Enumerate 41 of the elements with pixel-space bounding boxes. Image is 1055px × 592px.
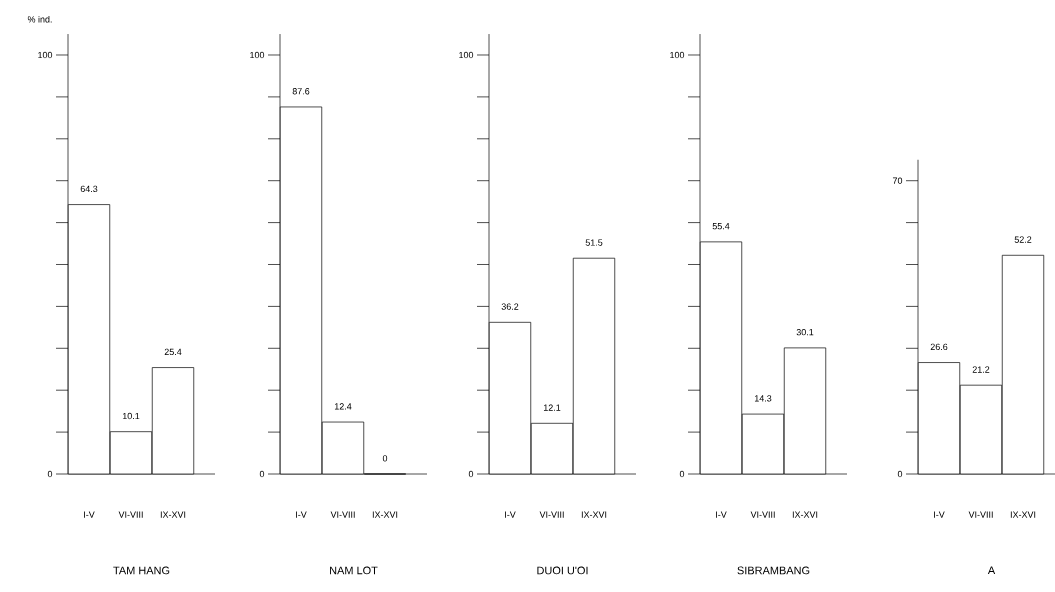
x-tick-label: VI-VIII — [118, 511, 143, 518]
x-tick-label: IX-XVI — [1010, 511, 1036, 518]
text: A — [987, 566, 996, 575]
x-tick-label: VI-VIII — [330, 511, 355, 518]
data-label: 55.4 — [712, 223, 730, 230]
data-label: 25.4 — [164, 348, 182, 356]
data-label: 21.2 — [972, 366, 990, 373]
x-tick-label: IX-XVI — [160, 511, 186, 518]
data-label: 12.1 — [543, 404, 561, 411]
x-tick-label: VI-VIII — [750, 511, 775, 518]
data-label: 51.5 — [585, 239, 603, 246]
x-tick-label: VI-VIII — [968, 511, 993, 518]
y-tick-label: 100 — [459, 51, 474, 59]
text: TAM HANG — [113, 566, 170, 575]
text: SIBRAMBANG — [737, 566, 810, 575]
x-tick-label: I-V — [505, 511, 516, 518]
x-tick-label: I-V — [296, 511, 307, 518]
data-label: 10.1 — [122, 412, 140, 420]
y-tick-label: 100 — [670, 51, 685, 59]
data-label: 52.2 — [1014, 236, 1032, 243]
text: NAM LOT — [330, 566, 378, 575]
x-tick-label: IX-XVI — [792, 511, 818, 518]
y-tick-label: 100 — [38, 51, 53, 59]
data-label: 14.3 — [754, 395, 772, 402]
y-tick-label: 70 — [892, 177, 903, 184]
data-label: 64.3 — [80, 185, 98, 193]
data-label: 87.6 — [292, 88, 310, 95]
data-label: 30.1 — [796, 329, 814, 336]
text: DUOI U'OI — [537, 566, 588, 575]
y-axis-title: % ind. — [27, 15, 52, 23]
x-tick-label: I-V — [716, 511, 727, 518]
data-label: 0 — [382, 455, 388, 462]
x-tick-label: I-V — [84, 511, 95, 518]
x-tick-label: IX-XVI — [372, 511, 398, 518]
x-tick-label: I-V — [934, 511, 945, 518]
y-tick-label: 100 — [250, 51, 265, 59]
data-label: 12.4 — [334, 403, 352, 410]
x-tick-label: VI-VIII — [539, 511, 564, 518]
x-tick-label: IX-XVI — [581, 511, 607, 518]
data-label: 36.2 — [501, 303, 519, 310]
data-label: 26.6 — [930, 343, 948, 351]
